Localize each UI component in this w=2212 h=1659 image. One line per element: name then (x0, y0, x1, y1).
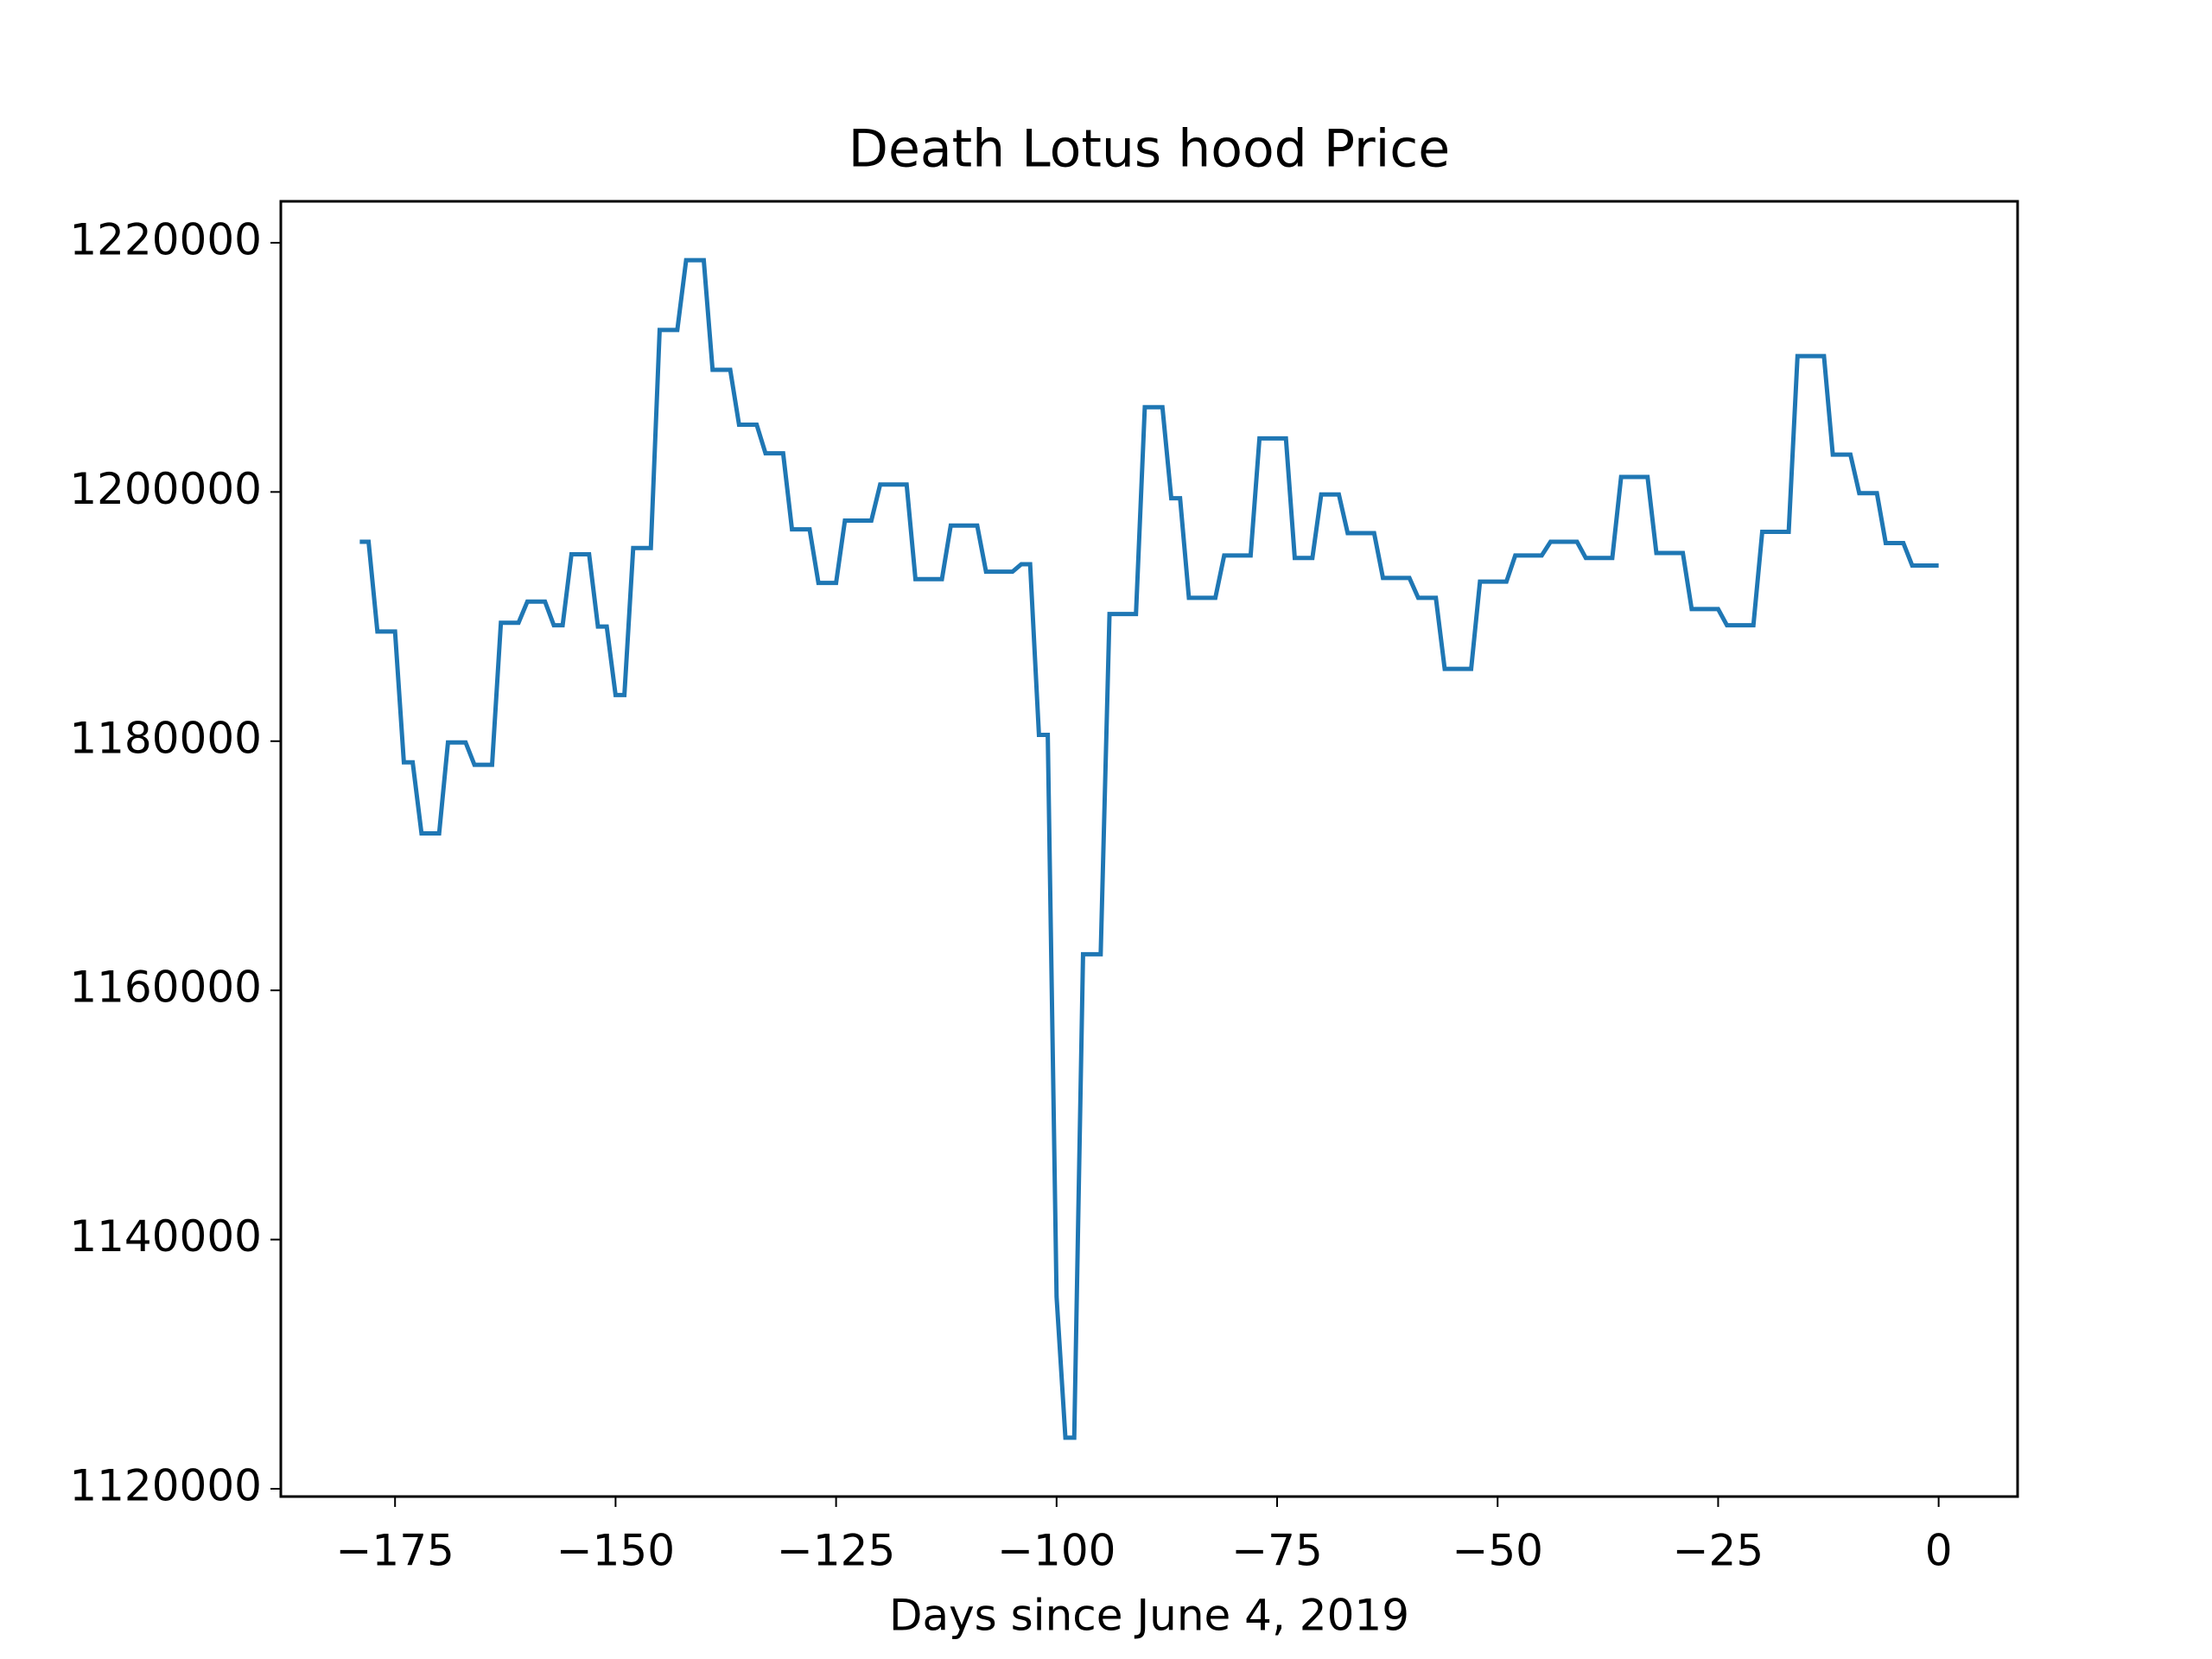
plot-frame (279, 200, 2019, 1498)
x-tick-label: −100 (997, 1526, 1116, 1576)
chart-title: Death Lotus hood Price (849, 119, 1450, 180)
y-tick-label: 1160000 (69, 963, 262, 1013)
x-tick-label: −125 (777, 1526, 895, 1576)
y-tick-label: 1180000 (69, 713, 262, 763)
x-tick-label: −75 (1231, 1526, 1323, 1576)
x-tick-label: −150 (556, 1526, 675, 1576)
x-axis-label: Days since June 4, 2019 (889, 1591, 1409, 1641)
y-tick-label: 1200000 (69, 464, 262, 514)
x-tick-label: −50 (1452, 1526, 1543, 1576)
x-tick-label: 0 (1925, 1526, 1953, 1576)
y-tick-label: 1220000 (69, 214, 262, 264)
y-tick-label: 1120000 (69, 1460, 262, 1510)
y-tick-label: 1140000 (69, 1211, 262, 1262)
x-tick-label: −25 (1673, 1526, 1764, 1576)
x-tick-label: −175 (336, 1526, 454, 1576)
line-series (359, 257, 1939, 1440)
